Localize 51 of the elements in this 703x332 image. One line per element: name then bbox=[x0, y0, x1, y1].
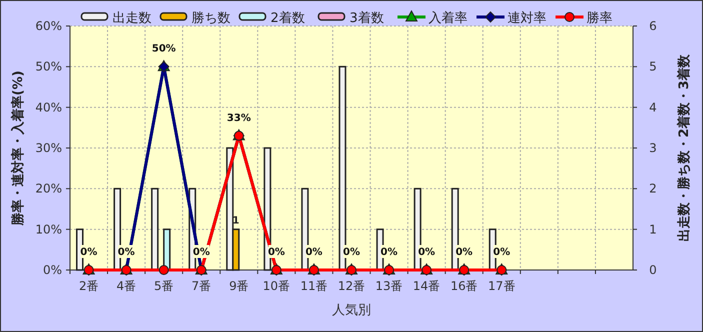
data-label: 0% bbox=[118, 247, 135, 258]
legend-label: 勝率 bbox=[586, 10, 612, 26]
data-label: 0% bbox=[418, 247, 436, 258]
x-tick-label: 16番 bbox=[450, 279, 478, 293]
data-label: 0% bbox=[380, 247, 398, 258]
y-tick-label: 30% bbox=[35, 141, 62, 155]
x-tick-label: 5番 bbox=[154, 279, 174, 293]
legend-label: 3着数 bbox=[350, 10, 384, 26]
data-label: 50% bbox=[152, 44, 176, 55]
y2-tick-label: 4 bbox=[649, 100, 657, 114]
x-tick-label: 14番 bbox=[412, 279, 440, 293]
legend-label: 2着数 bbox=[270, 10, 305, 26]
y2-tick-label: 2 bbox=[649, 182, 657, 196]
y-tick-label: 20% bbox=[35, 182, 62, 196]
legend-label: 連対率 bbox=[508, 10, 546, 26]
x-tick-label: 4番 bbox=[116, 279, 136, 293]
data-label: 0% bbox=[493, 247, 510, 258]
data-label: 1 bbox=[232, 215, 240, 226]
y2-tick-label: 1 bbox=[649, 222, 657, 236]
x-tick-label: 7番 bbox=[192, 279, 212, 293]
x-tick-label: 10番 bbox=[262, 279, 290, 293]
point bbox=[158, 265, 169, 275]
legend-label: 出走数 bbox=[112, 11, 152, 26]
data-label: 0% bbox=[192, 247, 210, 258]
y-axis-title: 勝率・連対率・入着率(%) bbox=[10, 70, 26, 226]
x-tick-label: 17番 bbox=[488, 279, 516, 293]
x-axis-title: 人気別 bbox=[332, 303, 371, 318]
y-tick-label: 10% bbox=[35, 222, 62, 236]
勝ち数: 1 bbox=[232, 215, 240, 271]
x-tick-label: 12番 bbox=[338, 279, 366, 293]
data-label: 0% bbox=[456, 247, 473, 258]
data-label: 0% bbox=[268, 247, 285, 258]
x-tick-label: 13番 bbox=[375, 279, 403, 293]
x-tick-label: 2番 bbox=[78, 279, 99, 293]
y-tick-label: 60% bbox=[35, 19, 62, 33]
legend-label: 入着率 bbox=[428, 10, 468, 26]
y2-tick-label: 0 bbox=[649, 263, 657, 277]
y2-tick-label: 6 bbox=[649, 19, 657, 33]
y-tick-label: 0% bbox=[42, 263, 62, 277]
y-tick-label: 40% bbox=[35, 100, 62, 114]
x-tick-label: 9番 bbox=[229, 279, 249, 293]
y2-axis-title: 出走数・勝ち数・2着数・3着数 bbox=[676, 53, 692, 242]
y2-tick-label: 3 bbox=[649, 141, 657, 155]
y2-tick-label: 5 bbox=[649, 60, 657, 74]
data-label: 0% bbox=[343, 247, 360, 258]
data-label: 33% bbox=[226, 112, 251, 124]
data-label: 0% bbox=[80, 247, 98, 258]
legend-label: 勝ち数 bbox=[192, 11, 230, 26]
y-tick-label: 50% bbox=[35, 60, 62, 74]
x-tick-label: 11番 bbox=[300, 279, 328, 293]
data-label: 0% bbox=[305, 247, 322, 258]
